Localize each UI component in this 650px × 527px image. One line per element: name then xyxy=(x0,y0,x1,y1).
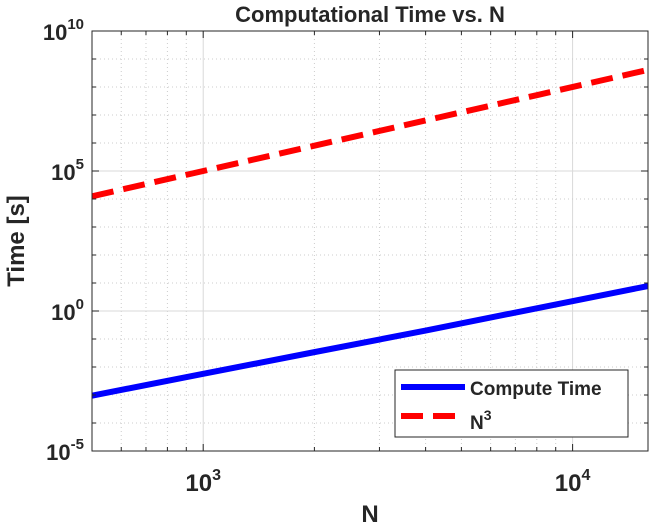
legend-box xyxy=(394,369,629,438)
x-axis-label: N xyxy=(361,501,378,527)
y-tick-label-base: 10 xyxy=(43,20,67,45)
legend-label-compute-time: Compute Time xyxy=(470,379,602,400)
y-tick-label-exponent: 0 xyxy=(76,296,84,313)
y-tick-label: 100 xyxy=(51,296,84,325)
y-tick-label-exponent: -5 xyxy=(71,436,84,453)
legend-label-n-cubed: N3 xyxy=(470,407,492,434)
x-tick-label-base: 10 xyxy=(555,470,582,497)
x-tick-label: 103 xyxy=(185,467,221,497)
legend-label-n-cubed-sup: 3 xyxy=(484,407,492,423)
grid xyxy=(91,30,648,452)
y-tick-label: 1010 xyxy=(43,16,84,45)
series-layer xyxy=(92,66,648,399)
y-tick-label-exponent: 10 xyxy=(67,16,84,33)
y-tick-label-exponent: 5 xyxy=(76,156,84,173)
x-tick-label-exponent: 4 xyxy=(581,467,590,484)
y-tick-label-base: 10 xyxy=(51,300,75,325)
legend: Compute Time N3 xyxy=(394,369,629,438)
x-tick-label: 104 xyxy=(555,467,591,497)
legend-label-n-cubed-base: N xyxy=(470,413,484,434)
x-tick-label-base: 10 xyxy=(185,470,212,497)
x-tick-label-exponent: 3 xyxy=(212,467,221,484)
tick-marks xyxy=(91,30,648,452)
plot-frame xyxy=(91,30,649,452)
series-line-compute-time xyxy=(92,283,648,399)
chart-title: Computational Time vs. N xyxy=(235,2,505,27)
y-tick-label: 10-5 xyxy=(46,436,84,465)
y-tick-label-base: 10 xyxy=(51,160,75,185)
y-axis-label: Time [s] xyxy=(3,195,30,287)
y-tick-label: 105 xyxy=(51,156,84,185)
y-tick-label-base: 10 xyxy=(46,440,70,465)
